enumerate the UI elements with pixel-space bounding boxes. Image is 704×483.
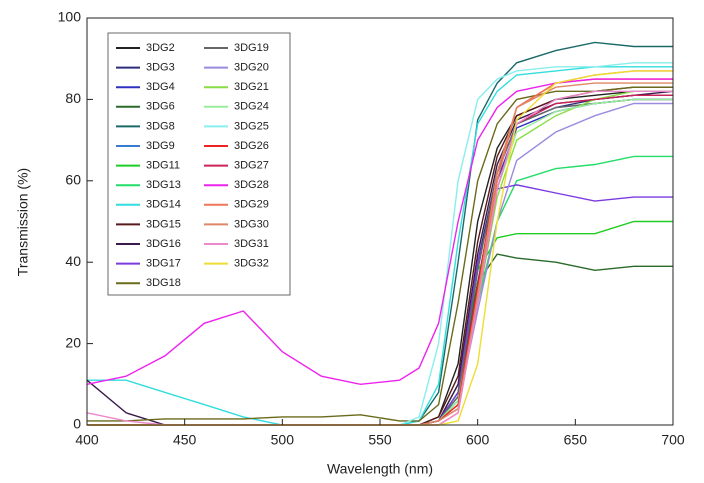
- legend-label: 3DG2: [146, 42, 175, 54]
- x-tick-label: 700: [661, 432, 685, 448]
- y-tick-label: 100: [58, 9, 82, 25]
- x-tick-label: 550: [368, 432, 392, 448]
- legend-label: 3DG19: [234, 42, 269, 54]
- legend-box: [107, 32, 291, 296]
- legend: 3DG2 3DG3 3DG4 3DG6 3DG8 3DG9 3DG11 3DG13 3DG14 3…: [116, 42, 269, 289]
- legend-label: 3DG13: [146, 179, 181, 191]
- legend-label: 3DG15: [146, 218, 181, 230]
- x-tick-label: 650: [564, 432, 588, 448]
- y-tick-label: 80: [65, 90, 81, 106]
- x-axis-label: Wavelength (nm): [327, 461, 433, 477]
- y-tick-label: 20: [65, 334, 81, 350]
- legend-label: 3DG18: [146, 277, 181, 289]
- x-tick-label: 600: [466, 432, 490, 448]
- legend-label: 3DG8: [146, 120, 175, 132]
- legend-label: 3DG31: [234, 238, 269, 250]
- legend-label: 3DG24: [234, 101, 269, 113]
- legend-label: 3DG27: [234, 160, 269, 172]
- series-line: [87, 86, 673, 422]
- legend-label: 3DG28: [234, 179, 269, 191]
- legend-label: 3DG30: [234, 218, 269, 230]
- legend-label: 3DG32: [234, 258, 269, 270]
- y-tick-label: 60: [65, 172, 81, 188]
- y-axis-label: Transmission (%): [15, 168, 31, 276]
- y-tick-label: 40: [65, 253, 81, 269]
- legend-label: 3DG9: [146, 140, 175, 152]
- x-tick-label: 450: [173, 432, 197, 448]
- legend-label: 3DG3: [146, 62, 175, 74]
- legend-label: 3DG29: [234, 199, 269, 211]
- x-tick-label: 500: [271, 432, 295, 448]
- y-tick-label: 0: [73, 416, 81, 432]
- legend-label: 3DG25: [234, 120, 269, 132]
- x-tick-label: 400: [75, 432, 99, 448]
- legend-label: 3DG11: [146, 160, 180, 172]
- legend-label: 3DG21: [234, 81, 269, 93]
- legend-label: 3DG14: [146, 199, 181, 211]
- legend-label: 3DG20: [234, 62, 269, 74]
- legend-label: 3DG17: [146, 258, 181, 270]
- legend-label: 3DG6: [146, 101, 175, 113]
- legend-label: 3DG26: [234, 140, 269, 152]
- legend-label: 3DG16: [146, 238, 181, 250]
- legend-label: 3DG4: [146, 81, 175, 93]
